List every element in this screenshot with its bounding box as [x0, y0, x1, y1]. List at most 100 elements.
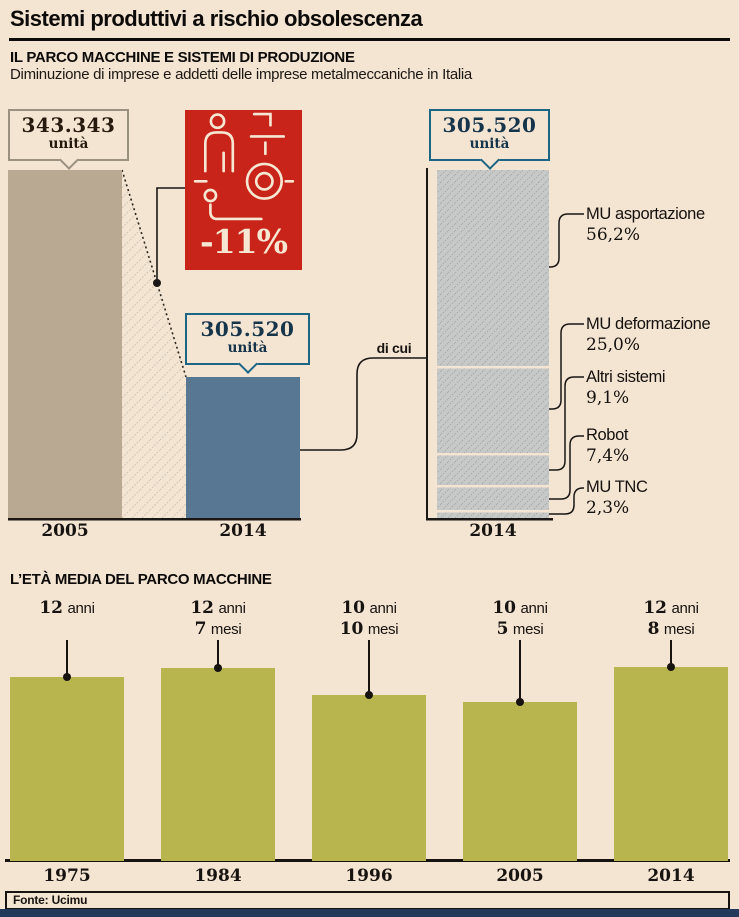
change-value: -11%	[200, 222, 288, 261]
parco-chart	[8, 168, 584, 521]
year-label-1996: 1996	[345, 866, 393, 886]
callout-breakdown-unit: unità	[469, 136, 510, 152]
age-dot-2005	[516, 698, 524, 706]
segment-label-mu-tnc: MU TNC 2,3%	[586, 477, 736, 519]
callout-305520-unit: unità	[227, 340, 268, 356]
age-months: 5	[496, 619, 509, 639]
baseline-right	[426, 518, 553, 521]
segment-name: Robot	[586, 426, 629, 444]
segment-percent: 9,1%	[586, 388, 630, 408]
age-years: 12	[643, 598, 668, 618]
age-months-unit: mesi	[367, 621, 399, 638]
age-dot-1975	[63, 673, 71, 681]
segment-name: MU TNC	[586, 478, 648, 496]
stacked-bar-2014	[437, 170, 549, 519]
age-years: 12	[190, 598, 215, 618]
age-bar-2005	[463, 702, 577, 861]
callout-breakdown-value: 305.520	[442, 113, 537, 137]
bracket-robot	[549, 435, 584, 500]
age-connector-1996	[368, 640, 370, 695]
change-connector	[156, 187, 185, 283]
age-years-unit: anni	[67, 600, 95, 617]
bracket-mu-tnc	[549, 487, 584, 515]
segment-label-mu-deformazione: MU deformazione 25,0%	[586, 314, 736, 356]
callout-343343-unit: unità	[48, 136, 89, 152]
page-title: Sistemi produttivi a rischio obsolescenz…	[10, 6, 423, 31]
bracket-altri-sistemi	[549, 376, 584, 471]
machine-operator-icon	[193, 112, 294, 221]
title-rule	[9, 38, 730, 41]
age-dot-1996	[365, 691, 373, 699]
age-years-unit: anni	[671, 600, 699, 617]
age-months-unit: mesi	[663, 621, 695, 638]
age-dot-2014	[667, 663, 675, 671]
segment-separator-1	[437, 366, 549, 369]
bar-2014	[186, 377, 300, 519]
bracket-mu-asportazione	[549, 213, 584, 268]
callout-343343: 343.343 unità	[8, 109, 129, 170]
age-years-unit: anni	[369, 600, 397, 617]
age-connector-2014	[670, 640, 672, 667]
age-years: 12	[39, 598, 64, 618]
age-years-unit: anni	[520, 600, 548, 617]
age-years: 10	[492, 598, 517, 618]
segment-separator-2	[437, 453, 549, 456]
age-bar-2014	[614, 667, 728, 861]
segment-percent: 7,4%	[586, 446, 630, 466]
age-months: 8	[647, 619, 660, 639]
callout-305520: 305.520 unità	[185, 313, 310, 374]
segment-percent: 2,3%	[586, 498, 630, 518]
age-connector-1975	[66, 640, 68, 677]
source-box: Fonte: Ucimu	[5, 891, 730, 910]
segment-label-mu-asportazione: MU asportazione 56,2%	[586, 204, 736, 246]
year-label-2014-bottom: 2014	[647, 866, 695, 886]
age-months-unit: mesi	[512, 621, 544, 638]
age-label-1996: 10 anni 10 mesi	[309, 598, 429, 640]
year-label-2014-left: 2014	[219, 521, 267, 541]
di-cui-connector	[300, 357, 427, 451]
year-label-2014-right: 2014	[469, 521, 517, 541]
age-label-1984: 12 anni 7 mesi	[158, 598, 278, 640]
segment-label-altri-sistemi: Altri sistemi 9,1%	[586, 367, 736, 409]
age-years: 10	[341, 598, 366, 618]
source-text: Fonte: Ucimu	[13, 893, 88, 907]
decline-area	[122, 170, 186, 519]
axis-line	[426, 168, 428, 520]
age-label-2005: 10 anni 5 mesi	[460, 598, 580, 640]
segment-name: Altri sistemi	[586, 368, 666, 386]
segment-separator-3	[437, 485, 549, 488]
segment-name: MU asportazione	[586, 205, 705, 223]
age-months: 10	[339, 619, 364, 639]
year-label-2005: 2005	[41, 521, 89, 541]
age-label-1975: 12 anni	[7, 598, 127, 619]
age-connector-2005	[519, 640, 521, 702]
bottom-navy-strip	[0, 909, 739, 917]
year-label-1975: 1975	[43, 866, 91, 886]
parco-heading: IL PARCO MACCHINE E SISTEMI DI PRODUZION…	[10, 49, 355, 66]
decline-dashed-edge	[121, 169, 187, 378]
bar-2005	[8, 170, 122, 519]
change-badge: -11%	[185, 110, 302, 270]
connector-dot	[153, 279, 161, 287]
bracket-mu-deformazione	[549, 323, 584, 410]
segment-percent: 56,2%	[586, 225, 641, 245]
di-cui-label: di cui	[376, 340, 412, 356]
age-bar-1996	[312, 695, 426, 861]
age-bar-1975	[10, 677, 124, 861]
baseline-left	[8, 518, 301, 521]
callout-343343-value: 343.343	[21, 113, 116, 137]
segment-separator-4	[437, 510, 549, 513]
parco-subheading: Diminuzione di imprese e addetti delle i…	[10, 66, 472, 83]
callout-breakdown: 305.520 unità	[429, 109, 550, 170]
age-label-2014: 12 anni 8 mesi	[611, 598, 731, 640]
age-connector-1984	[217, 640, 219, 668]
segment-label-robot: Robot 7,4%	[586, 425, 736, 467]
age-years-unit: anni	[218, 600, 246, 617]
age-months: 7	[194, 619, 207, 639]
year-label-2005-bottom: 2005	[496, 866, 544, 886]
age-dot-1984	[214, 664, 222, 672]
segment-name: MU deformazione	[586, 315, 711, 333]
age-bar-1984	[161, 668, 275, 861]
age-months-unit: mesi	[210, 621, 242, 638]
